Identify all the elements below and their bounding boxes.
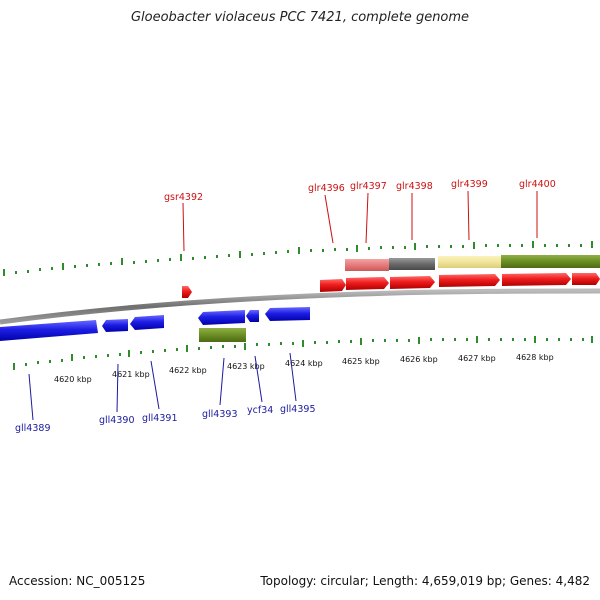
gene-label-gll4393[interactable]: gll4393 — [202, 409, 238, 420]
accession-text: Accession: NC_005125 — [9, 574, 146, 588]
kbp-label: 4620 kbp — [54, 375, 92, 384]
forward-gene-callouts — [182, 190, 538, 252]
reverse-gene-track — [0, 307, 310, 341]
gene-arrow-ycf34[interactable] — [246, 310, 259, 322]
kbp-label: 4622 kbp — [169, 366, 207, 375]
feature-band-olive[interactable] — [501, 255, 600, 268]
gene-label-glr4396[interactable]: glr4396 — [308, 183, 345, 194]
gene-arrow-glr4397[interactable] — [346, 277, 389, 290]
gene-label-glr4397[interactable]: glr4397 — [350, 181, 387, 192]
kbp-label: 4621 kbp — [112, 370, 150, 379]
reverse-gene-callouts — [28, 352, 297, 421]
gene-arrow-glr4399[interactable] — [439, 274, 500, 287]
forward-gene-track — [182, 273, 600, 298]
kbp-label: 4627 kbp — [458, 354, 496, 363]
kbp-label: 4628 kbp — [516, 353, 554, 362]
gene-arrow-partial[interactable] — [572, 273, 600, 285]
feature-band-grey[interactable] — [389, 258, 435, 270]
genome-backbone — [0, 288, 600, 325]
gene-arrow-glr4400[interactable] — [502, 273, 571, 286]
inner-tick-arc — [13, 336, 593, 370]
gene-label-gsr4392[interactable]: gsr4392 — [164, 192, 203, 203]
gene-arrow-gsr4392[interactable] — [182, 286, 192, 298]
gene-label-glr4398[interactable]: glr4398 — [396, 181, 433, 192]
feature-band-olive-lower[interactable] — [199, 328, 246, 342]
gene-arrow-gll4393[interactable] — [198, 310, 245, 325]
gene-arrow-glr4398[interactable] — [390, 276, 435, 289]
genome-summary-text: Topology: circular; Length: 4,659,019 bp… — [260, 574, 590, 588]
outer-tick-arc — [3, 241, 593, 276]
gene-label-ycf34[interactable]: ycf34 — [247, 405, 273, 416]
diagram-title: Gloeobacter violaceus PCC 7421, complete… — [130, 10, 470, 25]
kbp-label: 4625 kbp — [342, 357, 380, 366]
gene-label-gll4390[interactable]: gll4390 — [99, 415, 135, 426]
feature-band-track — [345, 255, 600, 271]
gene-arrow-gll4390[interactable] — [102, 319, 128, 332]
kbp-scale-labels: 4620 kbp 4621 kbp 4622 kbp 4623 kbp 4624… — [54, 353, 554, 384]
kbp-label: 4623 kbp — [227, 362, 265, 371]
kbp-label: 4626 kbp — [400, 355, 438, 364]
forward-gene-labels: gsr4392 glr4396 glr4397 glr4398 glr4399 … — [164, 179, 556, 203]
gene-label-gll4389[interactable]: gll4389 — [15, 423, 51, 434]
reverse-gene-labels: gll4389 gll4390 gll4391 gll4393 ycf34 gl… — [15, 404, 316, 434]
feature-band-yellow[interactable] — [438, 256, 501, 268]
feature-band-pink[interactable] — [345, 259, 389, 271]
gene-label-glr4400[interactable]: glr4400 — [519, 179, 556, 190]
kbp-label: 4624 kbp — [285, 359, 323, 368]
gene-label-gll4395[interactable]: gll4395 — [280, 404, 316, 415]
gene-arrow-glr4396[interactable] — [320, 279, 346, 292]
gene-label-glr4399[interactable]: glr4399 — [451, 179, 488, 190]
gene-arrow-gll4389[interactable] — [0, 320, 98, 341]
gene-arrow-gll4391[interactable] — [130, 315, 164, 330]
gene-label-gll4391[interactable]: gll4391 — [142, 413, 178, 424]
gene-arrow-gll4395[interactable] — [265, 307, 310, 321]
